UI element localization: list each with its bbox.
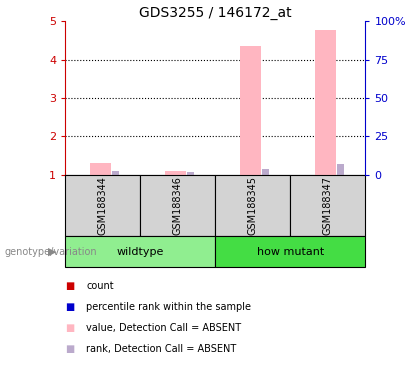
Bar [315,30,336,175]
Text: count: count [86,281,114,291]
Bar [65,236,215,267]
Bar [112,171,119,175]
Bar [65,175,140,236]
Bar [240,46,261,175]
Text: percentile rank within the sample: percentile rank within the sample [86,302,251,312]
Bar [262,169,269,175]
Bar [140,175,215,236]
Bar [187,172,194,175]
Bar [90,163,111,175]
Text: ■: ■ [65,344,74,354]
Text: GSM188347: GSM188347 [323,176,333,235]
Text: how mutant: how mutant [257,247,324,257]
Text: genotype/variation: genotype/variation [4,247,97,257]
Text: rank, Detection Call = ABSENT: rank, Detection Call = ABSENT [86,344,236,354]
Bar [165,171,186,175]
Text: GSM188344: GSM188344 [97,176,108,235]
Text: wildtype: wildtype [116,247,164,257]
Bar [290,175,365,236]
Text: ▶: ▶ [48,247,57,257]
Text: GSM188345: GSM188345 [248,176,258,235]
Text: value, Detection Call = ABSENT: value, Detection Call = ABSENT [86,323,241,333]
Title: GDS3255 / 146172_at: GDS3255 / 146172_at [139,6,291,20]
Text: ■: ■ [65,302,74,312]
Bar [215,236,365,267]
Text: GSM188346: GSM188346 [173,176,183,235]
Text: ■: ■ [65,281,74,291]
Text: ■: ■ [65,323,74,333]
Bar [215,175,290,236]
Bar [337,164,344,175]
